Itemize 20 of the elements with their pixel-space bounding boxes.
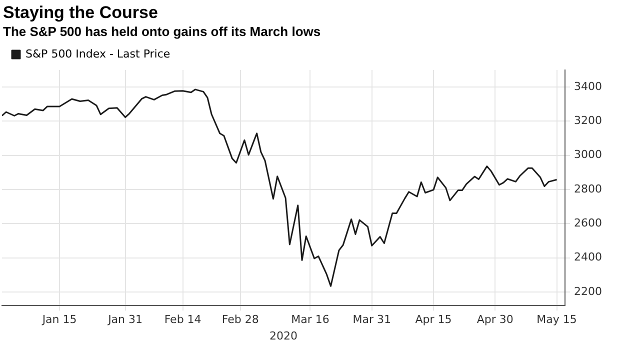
y-tick-label: 2800	[574, 182, 602, 196]
x-tick-label: Feb 14	[164, 313, 202, 326]
y-tick-label: 3400	[574, 80, 602, 93]
y-tick-label: 3200	[574, 114, 602, 128]
x-axis-title: 2020	[270, 329, 298, 342]
x-tick-label: Apr 15	[415, 313, 452, 326]
y-tick-label: 2600	[574, 216, 602, 230]
chart-subtitle: The S&P 500 has held onto gains off its March lows	[3, 24, 322, 39]
x-tick-label: Jan 31	[107, 313, 143, 326]
y-tick-label: 2200	[574, 284, 602, 298]
x-tick-label: Apr 30	[476, 313, 514, 326]
x-tick-label: Mar 16	[291, 313, 330, 326]
legend-label: S&P 500 Index - Last Price	[26, 47, 170, 60]
x-tick-label: May 15	[536, 313, 577, 326]
x-tick-label: Feb 28	[222, 313, 259, 326]
y-tick-label: 2400	[574, 250, 602, 264]
chart-title: Staying the Course	[3, 3, 159, 23]
x-tick-label: Mar 31	[352, 313, 391, 326]
x-tick-label: Jan 15	[41, 313, 77, 326]
y-tick-label: 3000	[574, 148, 602, 162]
